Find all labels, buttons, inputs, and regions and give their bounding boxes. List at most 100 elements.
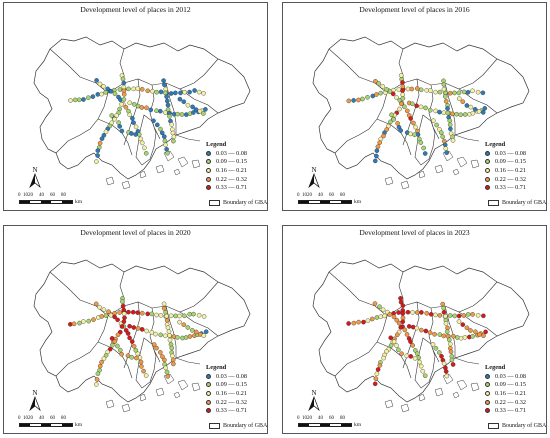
place-point [196, 89, 202, 95]
city-border [175, 134, 201, 142]
place-point [434, 122, 439, 128]
scale-tick-label: 80 [61, 193, 66, 198]
legend-item: 0.33 — 0.71 [485, 183, 546, 192]
legend-swatch [206, 382, 211, 388]
place-point [373, 376, 379, 381]
place-point [154, 312, 159, 318]
place-point [161, 78, 166, 83]
place-point [456, 319, 462, 324]
place-point [157, 350, 163, 355]
place-point [177, 313, 182, 319]
place-point [197, 108, 203, 114]
place-point [171, 138, 176, 144]
place-point [441, 82, 447, 87]
place-point [402, 104, 407, 109]
place-point [455, 335, 460, 340]
place-point [94, 78, 99, 83]
coastline-island [155, 387, 165, 397]
place-point [408, 339, 413, 344]
place-point [144, 105, 149, 111]
place-point [372, 381, 378, 387]
place-point [351, 98, 356, 103]
place-point [447, 118, 453, 123]
place-point [149, 330, 155, 335]
place-point [177, 319, 182, 325]
place-point [95, 371, 101, 376]
coastline-island [121, 180, 131, 190]
place-point [115, 343, 120, 349]
place-point [414, 325, 419, 331]
place-point [397, 106, 402, 112]
place-point [388, 343, 394, 348]
place-point [99, 314, 104, 319]
place-point [163, 333, 168, 339]
place-point [130, 116, 135, 121]
boundary-swatch [209, 423, 220, 429]
legend-label: 0.09 — 0.15 [216, 158, 247, 166]
place-point [410, 101, 415, 107]
place-point [168, 91, 174, 96]
legend-title: Legend [206, 364, 227, 371]
place-point [381, 355, 386, 361]
place-point [395, 121, 400, 126]
city-border [55, 92, 109, 154]
place-point [120, 303, 126, 309]
place-point [97, 140, 103, 146]
legend-label: 0.22 — 0.32 [216, 398, 247, 406]
scale-bar [19, 200, 73, 204]
place-point [121, 319, 127, 324]
coastline-island [177, 156, 189, 168]
place-point [131, 86, 136, 92]
place-point [99, 91, 104, 97]
place-point [445, 110, 451, 116]
legend-swatch [206, 176, 211, 182]
coastline-island [384, 176, 394, 186]
place-point [165, 102, 171, 108]
place-point [158, 108, 163, 114]
place-point [145, 311, 150, 317]
legend: Legend 0.03 — 0.08 0.09 — 0.15 0.16 — 0.21… [485, 141, 546, 192]
place-point [437, 332, 443, 337]
place-point [428, 88, 433, 93]
place-point [398, 128, 403, 133]
place-point [456, 313, 462, 319]
boundary-swatch [488, 423, 499, 429]
place-point [427, 107, 433, 113]
city-border [165, 82, 177, 135]
place-point [129, 339, 135, 344]
place-point [443, 321, 449, 326]
scale-tick-label: 40 [39, 193, 44, 198]
place-point [441, 110, 447, 115]
place-point [413, 124, 418, 130]
north-arrow-icon: N [29, 166, 41, 189]
coastline-island [418, 393, 426, 402]
place-point [127, 112, 132, 118]
city-border [328, 48, 388, 94]
city-border [376, 118, 412, 156]
place-point [461, 89, 467, 95]
place-point [201, 111, 206, 116]
place-point [414, 86, 420, 91]
place-point [193, 329, 199, 335]
place-point [112, 339, 118, 344]
place-point [382, 313, 387, 319]
place-point [164, 318, 170, 323]
place-point [117, 124, 122, 129]
place-point [158, 126, 163, 132]
place-point [131, 102, 137, 107]
place-point [389, 112, 394, 118]
place-point [112, 91, 118, 97]
place-point [141, 368, 146, 374]
place-point [97, 363, 103, 369]
place-point [68, 98, 73, 103]
place-point [120, 76, 126, 82]
place-point [115, 317, 120, 323]
place-point [424, 311, 429, 316]
place-point [164, 146, 169, 152]
place-point [458, 112, 463, 117]
place-point [384, 349, 389, 354]
place-point [143, 150, 149, 156]
place-point [153, 331, 158, 337]
place-point [400, 319, 406, 324]
